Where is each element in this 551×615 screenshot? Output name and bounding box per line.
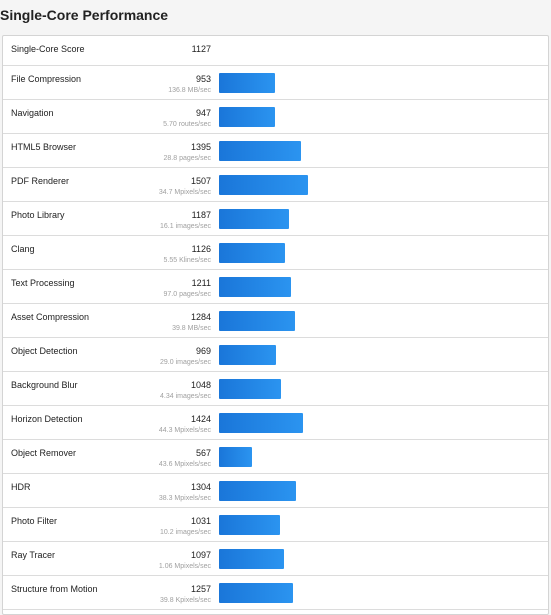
benchmark-row: Object Detection 969 29.0 images/sec xyxy=(3,338,548,372)
benchmark-score: 1395 xyxy=(190,142,211,152)
benchmark-score: 953 xyxy=(195,74,211,84)
benchmark-score: 1424 xyxy=(190,414,211,424)
summary-score: 1127 xyxy=(191,44,211,54)
benchmark-row: Navigation 947 5.70 routes/sec xyxy=(3,100,548,134)
benchmark-name: Photo Filter xyxy=(11,516,58,526)
benchmark-score: 969 xyxy=(195,346,211,356)
benchmark-throughput: 5.55 Klines/sec xyxy=(163,257,211,264)
summary-row: Single-Core Score 1127 xyxy=(3,36,548,66)
benchmark-name: Asset Compression xyxy=(11,312,90,322)
benchmark-score: 1284 xyxy=(190,312,211,322)
benchmark-throughput: 39.8 MB/sec xyxy=(172,325,211,332)
score-bar xyxy=(219,107,275,127)
benchmark-name: HDR xyxy=(11,482,31,492)
benchmark-row: Text Processing 1211 97.0 pages/sec xyxy=(3,270,548,304)
score-bar xyxy=(219,447,252,467)
benchmark-name: Background Blur xyxy=(11,380,78,390)
benchmark-name: Clang xyxy=(11,244,35,254)
benchmark-name: Structure from Motion xyxy=(11,584,98,594)
score-bar xyxy=(219,549,284,569)
score-bar xyxy=(219,379,281,399)
results-panel: Single-Core Score 1127 File Compression 9… xyxy=(2,35,549,615)
page-title: Single-Core Performance xyxy=(0,7,169,23)
benchmark-row: PDF Renderer 1507 34.7 Mpixels/sec xyxy=(3,168,548,202)
benchmark-row: Object Remover 567 43.6 Mpixels/sec xyxy=(3,440,548,474)
score-bar xyxy=(219,311,295,331)
benchmark-name: PDF Renderer xyxy=(11,176,70,186)
benchmark-score: 1097 xyxy=(190,550,211,560)
benchmark-row: File Compression 953 136.8 MB/sec xyxy=(3,66,548,100)
score-bar xyxy=(219,277,291,297)
benchmark-throughput: 5.70 routes/sec xyxy=(163,121,211,128)
score-bar xyxy=(219,243,285,263)
benchmark-row: Horizon Detection 1424 44.3 Mpixels/sec xyxy=(3,406,548,440)
benchmark-name: Object Remover xyxy=(11,448,77,458)
summary-label: Single-Core Score xyxy=(11,44,85,54)
benchmark-throughput: 4.34 images/sec xyxy=(160,393,211,400)
benchmark-score: 1257 xyxy=(190,584,211,594)
benchmark-throughput: 16.1 images/sec xyxy=(160,223,211,230)
benchmark-score: 1507 xyxy=(190,176,211,186)
benchmark-throughput: 97.0 pages/sec xyxy=(163,291,211,298)
benchmark-score: 947 xyxy=(195,108,211,118)
benchmark-score: 1304 xyxy=(190,482,211,492)
benchmark-name: Text Processing xyxy=(11,278,75,288)
score-bar xyxy=(219,141,301,161)
benchmark-throughput: 10.2 images/sec xyxy=(160,529,211,536)
benchmark-score: 1211 xyxy=(191,278,211,288)
benchmark-throughput: 39.8 Kpixels/sec xyxy=(160,597,211,604)
benchmark-score: 1126 xyxy=(191,244,211,254)
score-bar xyxy=(219,515,280,535)
benchmark-name: Ray Tracer xyxy=(11,550,56,560)
score-bar xyxy=(219,175,308,195)
benchmark-score: 1031 xyxy=(190,516,211,526)
benchmark-name: Navigation xyxy=(11,108,54,118)
benchmark-throughput: 43.6 Mpixels/sec xyxy=(158,461,211,468)
benchmark-row: Asset Compression 1284 39.8 MB/sec xyxy=(3,304,548,338)
score-bar xyxy=(219,209,289,229)
score-bar xyxy=(219,413,303,433)
benchmark-row: HTML5 Browser 1395 28.8 pages/sec xyxy=(3,134,548,168)
benchmark-throughput: 44.3 Mpixels/sec xyxy=(158,427,211,434)
benchmark-row: Ray Tracer 1097 1.06 Mpixels/sec xyxy=(3,542,548,576)
score-bar xyxy=(219,345,276,365)
benchmark-row: Photo Filter 1031 10.2 images/sec xyxy=(3,508,548,542)
benchmark-row: Structure from Motion 1257 39.8 Kpixels/se… xyxy=(3,576,548,610)
benchmark-row: Background Blur 1048 4.34 images/sec xyxy=(3,372,548,406)
benchmark-row: Photo Library 1187 16.1 images/sec xyxy=(3,202,548,236)
benchmark-name: HTML5 Browser xyxy=(11,142,77,152)
benchmark-name: Object Detection xyxy=(11,346,78,356)
score-bar xyxy=(219,73,275,93)
benchmark-row: HDR 1304 38.3 Mpixels/sec xyxy=(3,474,548,508)
benchmark-throughput: 136.8 MB/sec xyxy=(168,87,211,94)
benchmark-throughput: 1.06 Mpixels/sec xyxy=(158,563,211,570)
benchmark-name: Horizon Detection xyxy=(11,414,83,424)
benchmark-score: 567 xyxy=(195,448,211,458)
benchmark-throughput: 28.8 pages/sec xyxy=(163,155,211,162)
benchmark-throughput: 29.0 images/sec xyxy=(160,359,211,366)
benchmark-throughput: 34.7 Mpixels/sec xyxy=(158,189,211,196)
score-bar xyxy=(219,583,293,603)
benchmark-throughput: 38.3 Mpixels/sec xyxy=(158,495,211,502)
benchmark-score: 1187 xyxy=(191,210,211,220)
benchmark-row: Clang 1126 5.55 Klines/sec xyxy=(3,236,548,270)
score-bar xyxy=(219,481,296,501)
benchmark-score: 1048 xyxy=(190,380,211,390)
benchmark-name: Photo Library xyxy=(11,210,65,220)
benchmark-name: File Compression xyxy=(11,74,82,84)
